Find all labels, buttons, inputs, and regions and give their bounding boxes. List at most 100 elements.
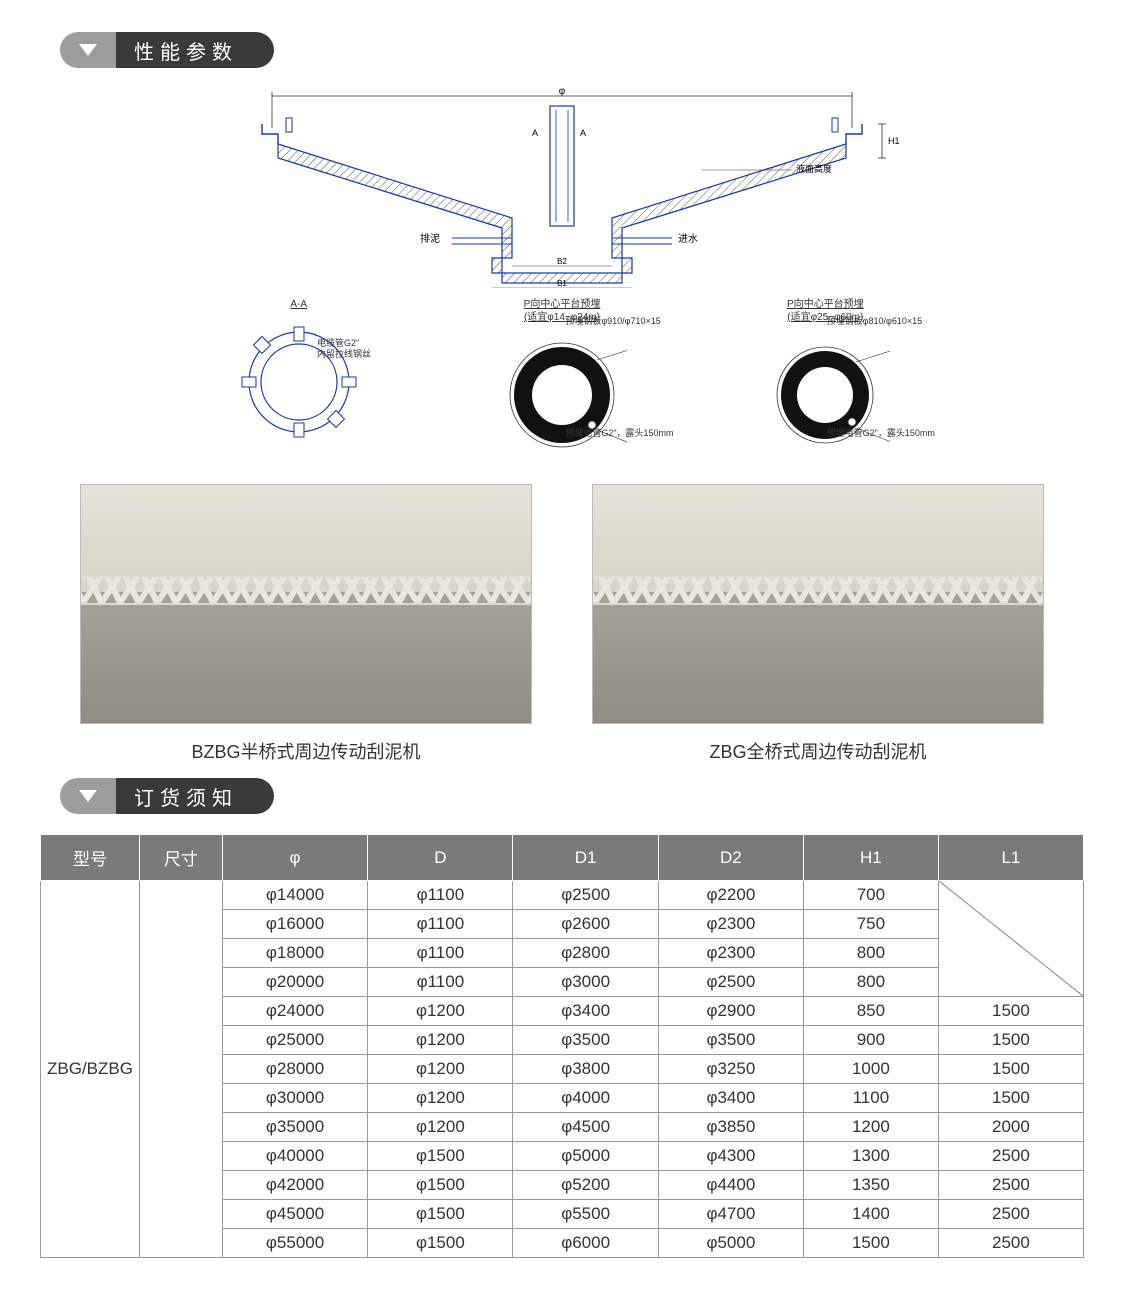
cell-l1: 1500 [938, 1055, 1083, 1084]
cross-section-view: φ A A 排泥 进水 [182, 88, 942, 288]
cell-d1: φ3000 [513, 968, 658, 997]
cell-h1: 700 [803, 881, 938, 910]
col-d: D [368, 835, 513, 881]
cell-d: φ1200 [368, 1084, 513, 1113]
section-header-spec: 性能参数 [60, 32, 1084, 68]
cell-d2: φ3250 [658, 1055, 803, 1084]
svg-text:B1: B1 [557, 279, 567, 288]
cell-l1: 1500 [938, 997, 1083, 1026]
cell-phi: φ20000 [222, 968, 367, 997]
l1-diag-cell [938, 881, 1083, 997]
cell-d: φ1500 [368, 1142, 513, 1171]
cell-phi: φ14000 [222, 881, 367, 910]
phi-label: φ [559, 88, 566, 97]
cell-h1: 1400 [803, 1200, 938, 1229]
note-cable-mid: 预埋电管G2"，露头150mm [565, 428, 673, 439]
cell-phi: φ40000 [222, 1142, 367, 1171]
cell-d2: φ3850 [658, 1113, 803, 1142]
note-cable-pipe: 电缆管G2" [317, 338, 359, 348]
photo-block-right: ZBG全桥式周边传动刮泥机 [592, 484, 1044, 764]
cell-phi: φ28000 [222, 1055, 367, 1084]
engineering-diagram: φ A A 排泥 进水 [182, 88, 942, 460]
cell-d1: φ3400 [513, 997, 658, 1026]
cell-phi: φ45000 [222, 1200, 367, 1229]
cell-d: φ1100 [368, 939, 513, 968]
cell-d: φ1500 [368, 1229, 513, 1258]
note-ring-right: 预埋钢板φ810/φ610×15 [827, 316, 922, 327]
cell-d: φ1100 [368, 881, 513, 910]
cell-d2: φ3400 [658, 1084, 803, 1113]
cell-h1: 900 [803, 1026, 938, 1055]
cell-d: φ1100 [368, 910, 513, 939]
section-title-order: 订货须知 [116, 778, 274, 814]
cell-d1: φ3800 [513, 1055, 658, 1084]
cell-d: φ1200 [368, 997, 513, 1026]
cell-phi: φ24000 [222, 997, 367, 1026]
cell-l1: 2500 [938, 1142, 1083, 1171]
cell-phi: φ55000 [222, 1229, 367, 1258]
cell-d2: φ2200 [658, 881, 803, 910]
cell-d1: φ3500 [513, 1026, 658, 1055]
label-aa: A-A [182, 298, 415, 311]
cell-l1: 2500 [938, 1200, 1083, 1229]
cell-phi: φ18000 [222, 939, 367, 968]
photo-zbg [592, 484, 1044, 724]
cell-h1: 800 [803, 968, 938, 997]
svg-text:A: A [580, 128, 586, 138]
size-cell [139, 881, 222, 1258]
cell-d1: φ2800 [513, 939, 658, 968]
col-size: 尺寸 [139, 835, 222, 881]
cell-d2: φ2300 [658, 939, 803, 968]
cell-d1: φ2500 [513, 881, 658, 910]
section-header-order: 订货须知 [60, 778, 1084, 814]
cell-l1: 2500 [938, 1171, 1083, 1200]
col-l1: L1 [938, 835, 1083, 881]
cell-l1: 2500 [938, 1229, 1083, 1258]
cell-d2: φ4400 [658, 1171, 803, 1200]
cell-h1: 800 [803, 939, 938, 968]
label-jinshui: 进水 [678, 233, 698, 245]
cell-d1: φ6000 [513, 1229, 658, 1258]
cell-phi: φ35000 [222, 1113, 367, 1142]
note-cable-right: 预埋电管G2"，露头150mm [827, 428, 935, 439]
cell-h1: 850 [803, 997, 938, 1026]
cell-phi: φ25000 [222, 1026, 367, 1055]
cell-h1: 1000 [803, 1055, 938, 1084]
detail-views-row: A-A 电缆管G2" 内留拉线钢丝 [182, 298, 942, 460]
detail-view-aa: A-A 电缆管G2" 内留拉线钢丝 [182, 298, 415, 460]
cell-d2: φ4700 [658, 1200, 803, 1229]
cell-d: φ1200 [368, 1055, 513, 1084]
note-ring-mid: 预埋钢板φ910/φ710×15 [565, 316, 660, 327]
detail-view-mid: P向中心平台预埋 (适宜φ14~φ24m) 预埋钢板φ910/φ710×15 预… [445, 298, 678, 460]
cell-d: φ1200 [368, 1113, 513, 1142]
note-pull-wire: 内留拉线钢丝 [317, 349, 371, 359]
col-model: 型号 [41, 835, 140, 881]
table-row: ZBG/BZBGφ14000φ1100φ2500φ2200700 [41, 881, 1084, 910]
cell-phi: φ16000 [222, 910, 367, 939]
model-cell: ZBG/BZBG [41, 881, 140, 1258]
cell-d2: φ3500 [658, 1026, 803, 1055]
table-header-row: 型号 尺寸 φ D D1 D2 H1 L1 [41, 835, 1084, 881]
table-body: ZBG/BZBGφ14000φ1100φ2500φ2200700φ16000φ1… [41, 881, 1084, 1258]
label-liquid-level: 液面高度 [796, 163, 832, 174]
cell-d: φ1100 [368, 968, 513, 997]
detail-view-right: P向中心平台预埋 (适宜φ25~φ60m) 预埋钢板φ810/φ610×15 预… [709, 298, 942, 460]
photo-bzbg [80, 484, 532, 724]
col-h1: H1 [803, 835, 938, 881]
label-painy: 排泥 [420, 232, 440, 245]
cell-h1: 750 [803, 910, 938, 939]
photo-caption-right: ZBG全桥式周边传动刮泥机 [592, 738, 1044, 764]
cell-d1: φ4000 [513, 1084, 658, 1113]
cell-h1: 1200 [803, 1113, 938, 1142]
cell-d2: φ5000 [658, 1229, 803, 1258]
cell-d1: φ5200 [513, 1171, 658, 1200]
svg-text:B2: B2 [557, 257, 567, 266]
cell-d1: φ5000 [513, 1142, 658, 1171]
cell-d2: φ2500 [658, 968, 803, 997]
photo-block-left: BZBG半桥式周边传动刮泥机 [80, 484, 532, 764]
cell-d1: φ5500 [513, 1200, 658, 1229]
col-d1: D1 [513, 835, 658, 881]
cell-d1: φ2600 [513, 910, 658, 939]
svg-text:A: A [532, 128, 538, 138]
cell-phi: φ30000 [222, 1084, 367, 1113]
